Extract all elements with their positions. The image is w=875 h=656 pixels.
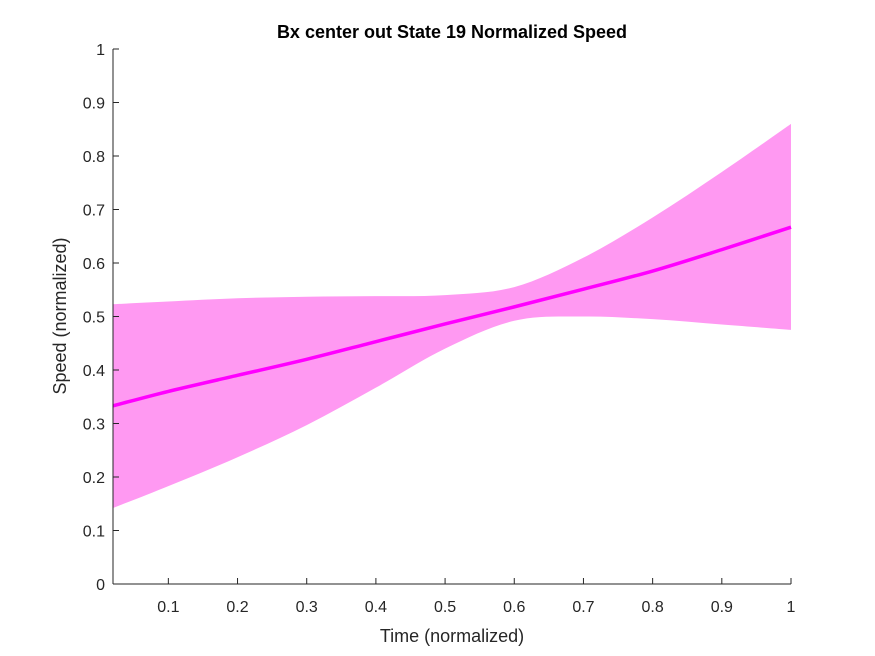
y-tick-label: 0.1	[83, 524, 105, 541]
x-tick-label: 0.9	[711, 599, 733, 616]
x-tick-label: 0.7	[572, 599, 594, 616]
y-tick-label: 0.4	[83, 363, 105, 380]
x-tick-label: 0.1	[157, 599, 179, 616]
y-tick-label: 0.7	[83, 203, 105, 220]
x-tick-label: 0.5	[434, 599, 456, 616]
y-tick-label: 1	[96, 42, 105, 59]
y-tick-label: 0.9	[83, 96, 105, 113]
y-tick-label: 0.5	[83, 310, 105, 327]
x-tick-label: 0.4	[365, 599, 387, 616]
y-axis-label: Speed (normalized)	[50, 237, 70, 394]
chart-title: Bx center out State 19 Normalized Speed	[277, 22, 627, 42]
confidence-band	[113, 123, 791, 509]
y-tick-label: 0.6	[83, 256, 105, 273]
y-tick-label: 0.2	[83, 470, 105, 487]
x-tick-label: 0.2	[226, 599, 248, 616]
x-axis-label: Time (normalized)	[380, 626, 524, 646]
x-tick-label: 0.3	[296, 599, 318, 616]
x-tick-label: 0.6	[503, 599, 525, 616]
x-tick-label: 1	[787, 599, 796, 616]
series-line	[112, 225, 792, 408]
y-tick-label: 0.8	[83, 149, 105, 166]
y-tick-label: 0	[96, 577, 105, 594]
plot-area: 0 0.1 0.2 0.3 0.4 0.5 0.6 0.7 0.8 0.9 1 0.1 0.2 0.3 0.…	[83, 42, 796, 616]
x-tick-label: 0.8	[642, 599, 664, 616]
y-tick-label: 0.3	[83, 417, 105, 434]
